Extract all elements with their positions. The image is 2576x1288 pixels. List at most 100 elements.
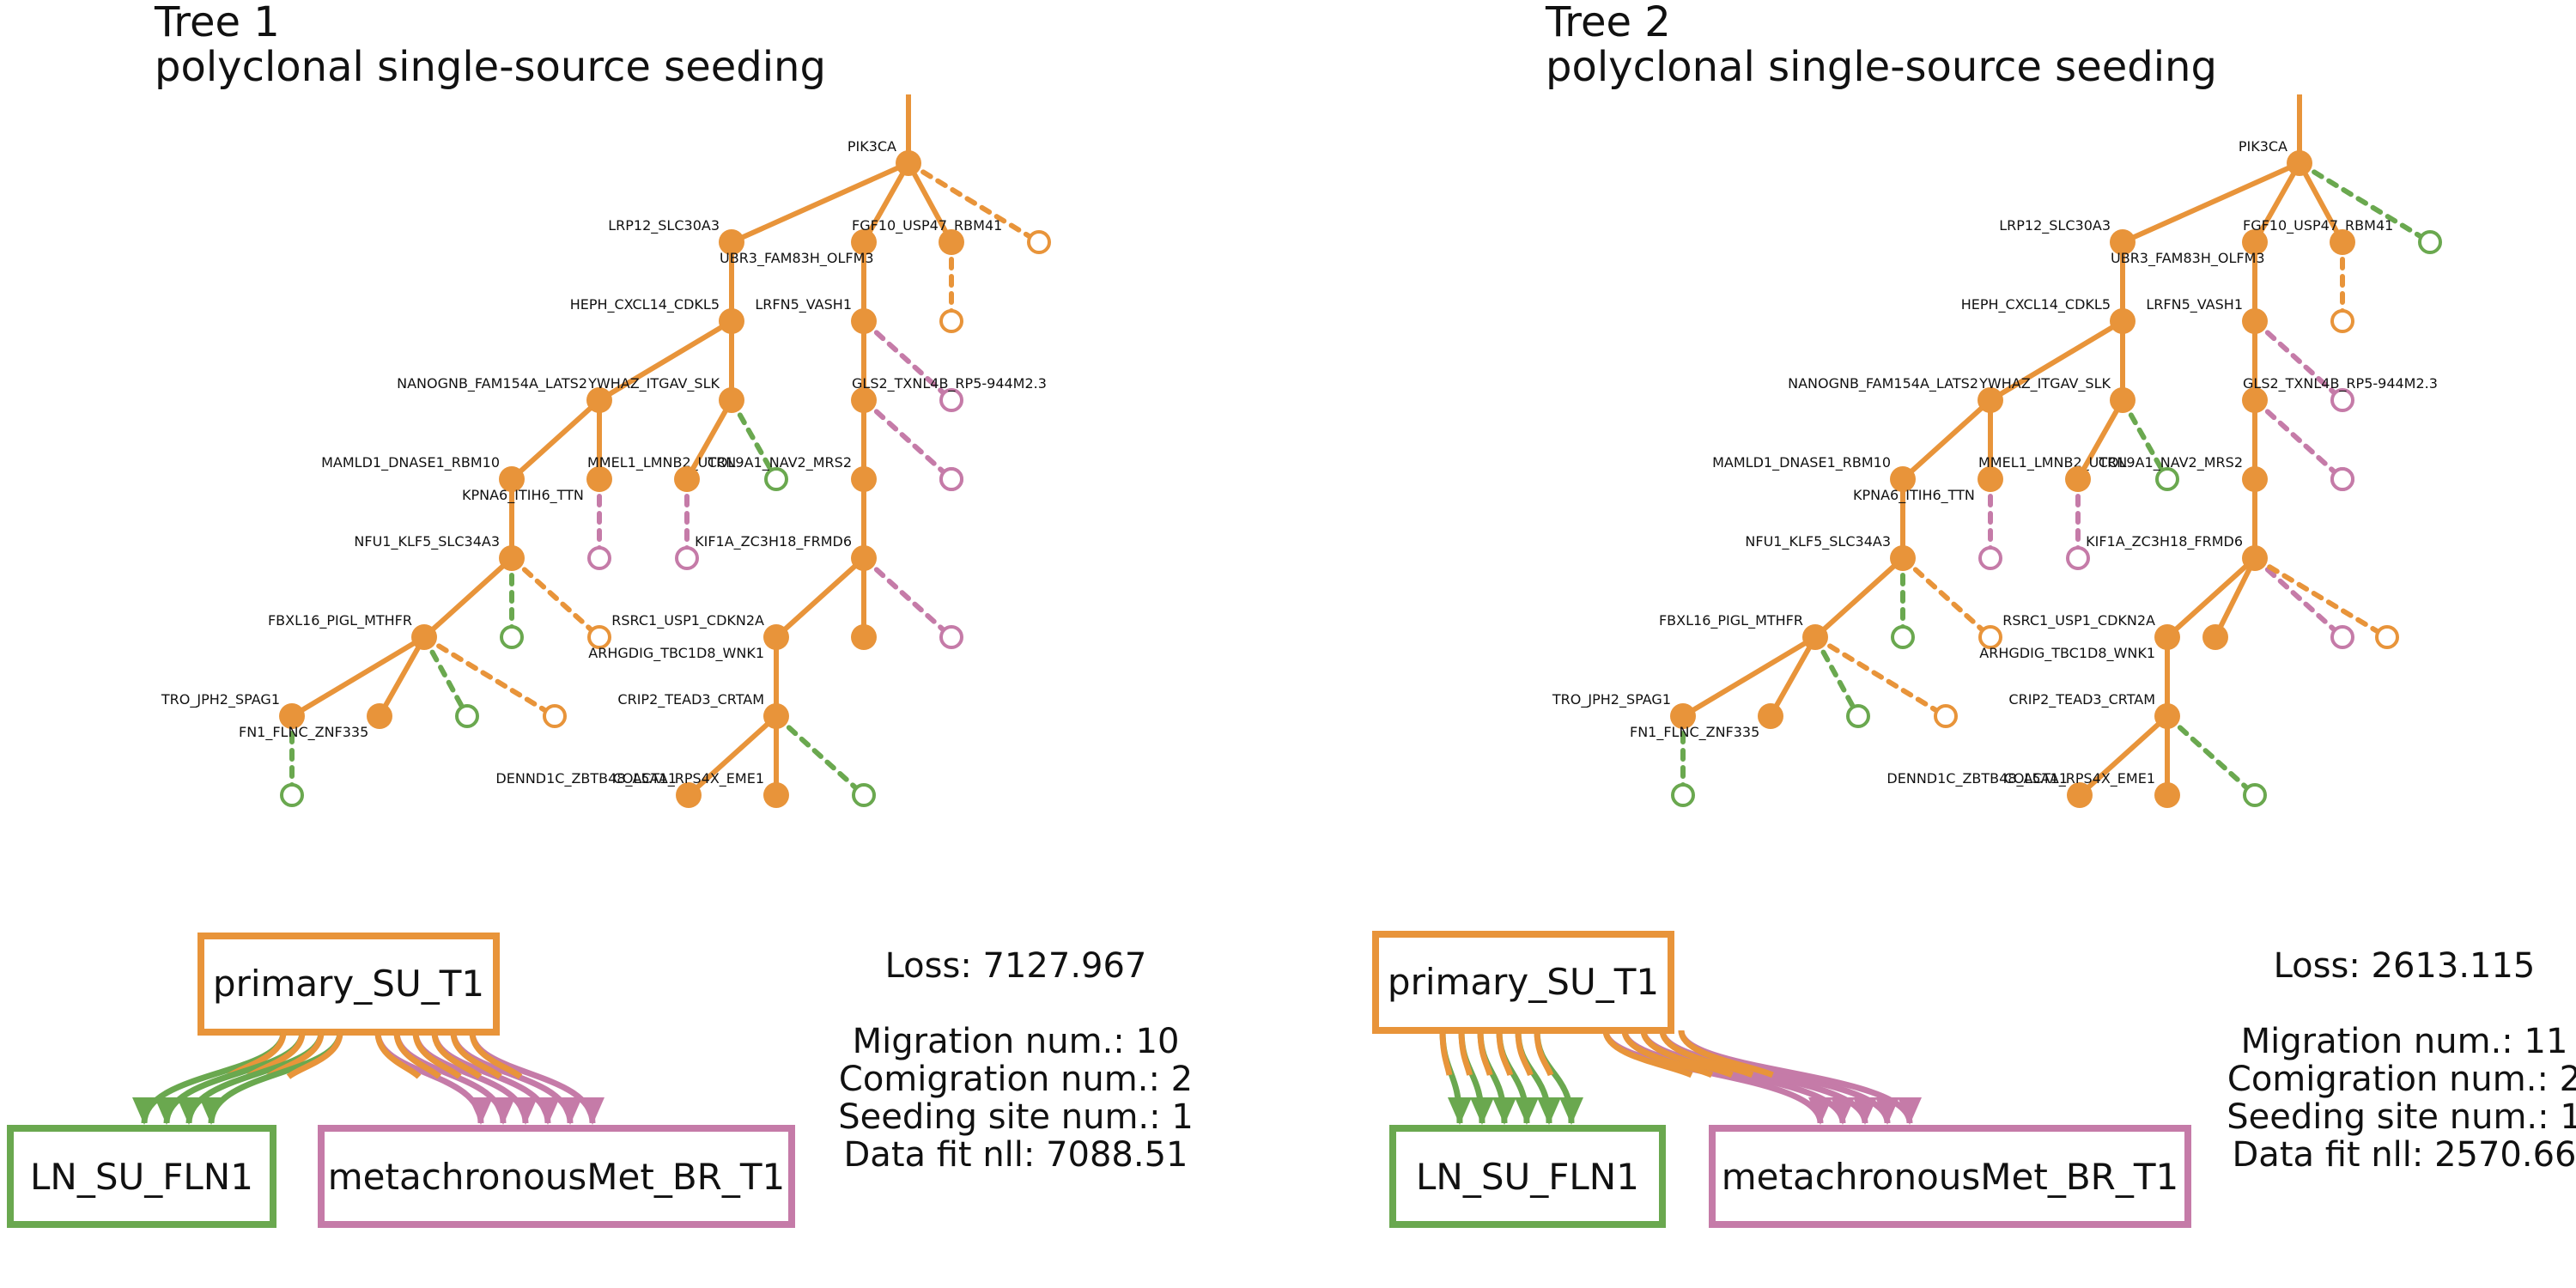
tree-edge xyxy=(2297,161,2433,245)
clone-tree: PIK3CA LRP12_SLC30A3 FGF10_USP47_RBM41 HEPH… xyxy=(1552,94,2442,808)
tree-leaf-node xyxy=(1671,783,1695,807)
panel-subtitle: polyclonal single-source seeding xyxy=(1546,43,2217,91)
tree-leaf-node xyxy=(2330,388,2354,412)
tree-node xyxy=(719,387,744,413)
site-box-ln xyxy=(7,1125,276,1228)
tree-leaf-node xyxy=(939,309,963,333)
tree-edge xyxy=(377,635,427,719)
migration-edge xyxy=(393,1031,515,1125)
tree-node-label: DENND1C_ZBTB48_ACTA1 xyxy=(1886,770,2068,787)
tree-node-label: NFU1_KLF5_SLC34A3 xyxy=(354,533,500,550)
tree-node-label: CRIP2_TEAD3_CRTAM xyxy=(617,691,764,708)
tree-node-label: NFU1_KLF5_SLC34A3 xyxy=(1745,533,1891,550)
tree-leaf-node xyxy=(939,467,963,491)
tree-edge xyxy=(2252,398,2345,482)
panel-tree-2: Tree 2 polyclonal single-source seeding … xyxy=(1372,0,2576,1228)
tree-node xyxy=(2110,229,2136,255)
tree-leaf-node xyxy=(2330,625,2354,649)
loss-text: Loss: 2613.115 xyxy=(2274,946,2536,986)
tree-leaf-node xyxy=(2330,309,2354,333)
tree-node xyxy=(851,545,877,571)
tree-node xyxy=(499,545,525,571)
migration-edge-source-segment xyxy=(1602,1030,1693,1078)
tree-node xyxy=(367,703,392,729)
tree-node xyxy=(2065,466,2091,492)
tree-node xyxy=(1758,703,1783,729)
tree-edge xyxy=(861,319,954,403)
tree-node-label: YWHAZ_ITGAV_SLK xyxy=(1978,375,2111,392)
tree-edge xyxy=(1680,635,1818,719)
tree-node-label: GLS2_TXNL4B_RP5-944M2.3 xyxy=(852,375,1047,392)
tree-edge xyxy=(1900,556,1993,640)
tree-node-label: ARHGDIG_TBC1D8_WNK1 xyxy=(1979,645,2155,662)
site-box-primary xyxy=(1372,931,1674,1034)
tree-node xyxy=(1670,703,1696,729)
tree-node xyxy=(851,308,877,334)
clone-tree: PIK3CA LRP12_SLC30A3 FGF10_USP47_RBM41 HEPH… xyxy=(161,94,1051,808)
tree-leaf-node xyxy=(1978,625,2002,649)
tree-edge xyxy=(861,161,911,245)
migration-edge xyxy=(1515,1030,1561,1125)
tree-node-label: MMEL1_LMNB2_UTRN xyxy=(587,454,736,471)
tree-node-label: LRFN5_VASH1 xyxy=(2146,296,2243,313)
migration-graph: primary_SU_T1 LN_SU_FLN1 metachronousMet… xyxy=(1372,931,2191,1228)
tree-edge xyxy=(2120,398,2170,482)
tree-node-label: COL9A1_NAV2_MRS2 xyxy=(708,454,852,471)
migration-edge xyxy=(469,1031,605,1125)
migration-edge-source-segment xyxy=(450,1031,502,1079)
tree-node-label: COL5A1_RPS4X_EME1 xyxy=(2004,770,2155,787)
tree-node xyxy=(939,229,964,255)
site-label-ln: LN_SU_FLN1 xyxy=(30,1156,253,1198)
site-label-ln: LN_SU_FLN1 xyxy=(1416,1156,1639,1198)
migration-edge-source-segment xyxy=(1515,1030,1534,1077)
tree-leaf-node xyxy=(2155,467,2179,491)
tree-edge xyxy=(1813,556,1905,640)
tree-node-label: HEPH_CXCL14_CDKL5 xyxy=(570,296,720,313)
tree-node xyxy=(851,229,877,255)
tree-leaf-node xyxy=(280,783,304,807)
tree-node-label: PIK3CA xyxy=(848,138,896,155)
migration-edges xyxy=(1439,1030,1922,1125)
tree-node-label: KIF1A_ZC3H18_FRMD6 xyxy=(695,533,852,550)
panel-title: Tree 2 xyxy=(1545,0,1671,46)
tree-edge xyxy=(774,556,866,640)
tree-node xyxy=(2242,387,2268,413)
tree-node xyxy=(676,782,702,808)
tree-edge xyxy=(2075,398,2125,482)
tree-node-label: FGF10_USP47_RBM41 xyxy=(2243,217,2393,234)
site-box-primary xyxy=(197,933,500,1036)
site-label-met: metachronousMet_BR_T1 xyxy=(328,1156,785,1198)
tree-node-label: TRO_JPH2_SPAG1 xyxy=(161,691,280,708)
tree-node xyxy=(2110,387,2136,413)
tree-leaf-node xyxy=(500,625,524,649)
migration-edges xyxy=(132,1031,605,1125)
stat-comigration-num: Comigration num.: 2 xyxy=(2227,1060,2576,1099)
migration-edge-source-segment xyxy=(469,1031,523,1079)
tree-leaf-node xyxy=(764,467,788,491)
tree-edge xyxy=(422,635,557,719)
tree-node xyxy=(719,308,744,334)
tree-node xyxy=(851,466,877,492)
tree-edge xyxy=(906,161,954,245)
site-box-met xyxy=(1709,1125,2191,1228)
stat-data-fit-nll: Data fit nll: 2570.66 xyxy=(2233,1135,2576,1175)
tree-leaf-node xyxy=(2418,230,2442,254)
tree-node xyxy=(2154,703,2180,729)
tree-node-label: COL5A1_RPS4X_EME1 xyxy=(613,770,764,787)
tree-node-label: LRP12_SLC30A3 xyxy=(1999,217,2111,234)
tree-edge xyxy=(2077,714,2170,798)
tree-edge xyxy=(1768,635,1818,719)
tree-node-label: COL9A1_NAV2_MRS2 xyxy=(2099,454,2243,471)
migration-edge-source-segment xyxy=(1640,1030,1734,1078)
tree-node-label: MAMLD1_DNASE1_RBM10 xyxy=(1712,454,1891,471)
tree-leaf-node xyxy=(455,704,479,728)
tree-node xyxy=(896,150,921,176)
tree-node xyxy=(2154,782,2180,808)
tree-node xyxy=(763,703,789,729)
tree-node xyxy=(411,624,437,650)
tree-node-label: TRO_JPH2_SPAG1 xyxy=(1552,691,1671,708)
stat-migration-num: Migration num.: 11 xyxy=(2241,1022,2568,1061)
migration-edge-source-segment xyxy=(1534,1030,1554,1077)
tree-edge xyxy=(2297,161,2345,245)
tree-node xyxy=(2287,150,2312,176)
